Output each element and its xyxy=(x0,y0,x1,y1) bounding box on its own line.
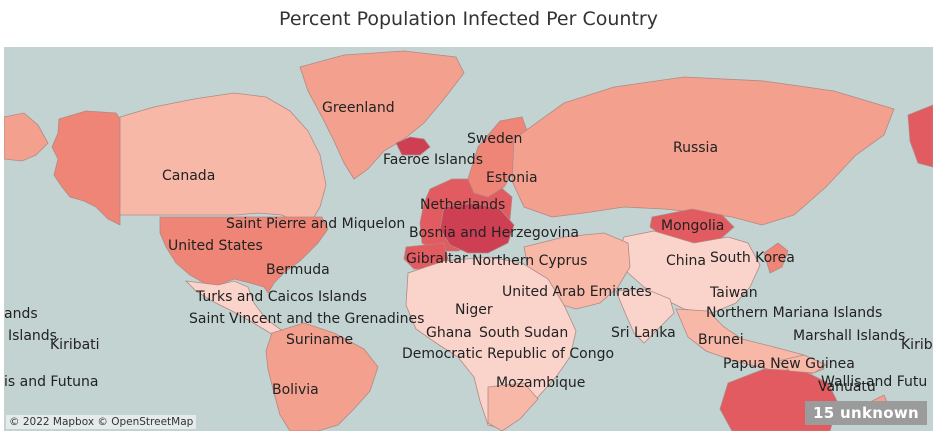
india-shape[interactable] xyxy=(615,288,675,344)
label-ghana: Ghana xyxy=(426,325,472,341)
label-saint-vincent: Saint Vincent and the Grenadines xyxy=(189,311,425,327)
label-taiwan: Taiwan xyxy=(710,285,758,301)
label-drc: Democratic Republic of Congo xyxy=(402,346,615,362)
label-faeroe-islands: Faeroe Islands xyxy=(383,152,483,168)
label-russia: Russia xyxy=(673,140,719,156)
label-south-korea: South Korea xyxy=(710,250,795,266)
label-suriname: Suriname xyxy=(286,332,354,348)
united-states-shape[interactable] xyxy=(159,216,329,294)
canada-shape[interactable] xyxy=(119,92,327,224)
papua-shape[interactable] xyxy=(777,354,827,374)
label-south-sudan: South Sudan xyxy=(479,325,569,341)
chukotka-left-shape[interactable] xyxy=(4,112,49,162)
europe-central-shape[interactable] xyxy=(439,202,515,254)
label-bolivia: Bolivia xyxy=(272,382,319,398)
label-niger: Niger xyxy=(455,302,493,318)
label-greenland: Greenland xyxy=(322,100,395,116)
label-mozambique: Mozambique xyxy=(496,375,586,391)
map-attribution[interactable]: © 2022 Mapbox © OpenStreetMap xyxy=(6,415,197,429)
label-northern-mariana: Northern Mariana Islands xyxy=(706,305,883,321)
label-islands-left: Islands xyxy=(8,328,57,344)
label-kiribati-left: Kiribati xyxy=(50,337,100,353)
label-wallis-left: is and Futuna xyxy=(4,374,99,390)
label-uae: United Arab Emirates xyxy=(502,284,652,300)
label-canada: Canada xyxy=(162,168,216,184)
greenland-shape[interactable] xyxy=(299,50,465,180)
label-saint-pierre: Saint Pierre and Miquelon xyxy=(226,216,406,232)
label-papua-new-guinea: Papua New Guinea xyxy=(723,356,855,372)
label-bosnia: Bosnia and Herzegovina xyxy=(409,225,579,241)
label-sweden: Sweden xyxy=(467,131,523,147)
iceland-shape[interactable] xyxy=(395,136,431,156)
south-america-shape[interactable] xyxy=(265,322,379,431)
label-ands: ands xyxy=(4,306,38,322)
label-marshall-islands: Marshall Islands xyxy=(793,328,906,344)
label-bermuda: Bermuda xyxy=(266,262,330,278)
label-turks-caicos: Turks and Caicos Islands xyxy=(196,289,367,305)
label-northern-cyprus: Northern Cyprus xyxy=(472,253,588,269)
label-mongolia: Mongolia xyxy=(661,218,725,234)
south-africa-shape[interactable] xyxy=(487,382,539,431)
japan-shape[interactable] xyxy=(763,242,789,274)
map-canvas[interactable] xyxy=(4,47,933,431)
label-wallis-right: Wallis and Futu xyxy=(821,374,928,390)
choropleth-map[interactable]: Greenland Sweden Faeroe Islands Russia C… xyxy=(4,47,933,431)
label-vanuatu: Vanuatu xyxy=(818,379,876,395)
label-kiribati-right: Kiribat xyxy=(901,337,933,353)
label-netherlands: Netherlands xyxy=(420,197,506,213)
label-china: China xyxy=(666,253,706,269)
chart-title: Percent Population Infected Per Country xyxy=(279,8,658,30)
label-sri-lanka: Sri Lanka xyxy=(611,325,676,341)
label-estonia: Estonia xyxy=(486,170,538,186)
russia-shape[interactable] xyxy=(511,76,895,226)
alaska-shape[interactable] xyxy=(51,110,121,226)
unknown-count-badge[interactable]: 15 unknown xyxy=(805,401,927,425)
label-gibraltar: Gibraltar xyxy=(406,251,468,267)
label-united-states: United States xyxy=(168,238,263,254)
label-brunei: Brunei xyxy=(698,332,744,348)
chukotka-right-shape[interactable] xyxy=(907,104,933,168)
